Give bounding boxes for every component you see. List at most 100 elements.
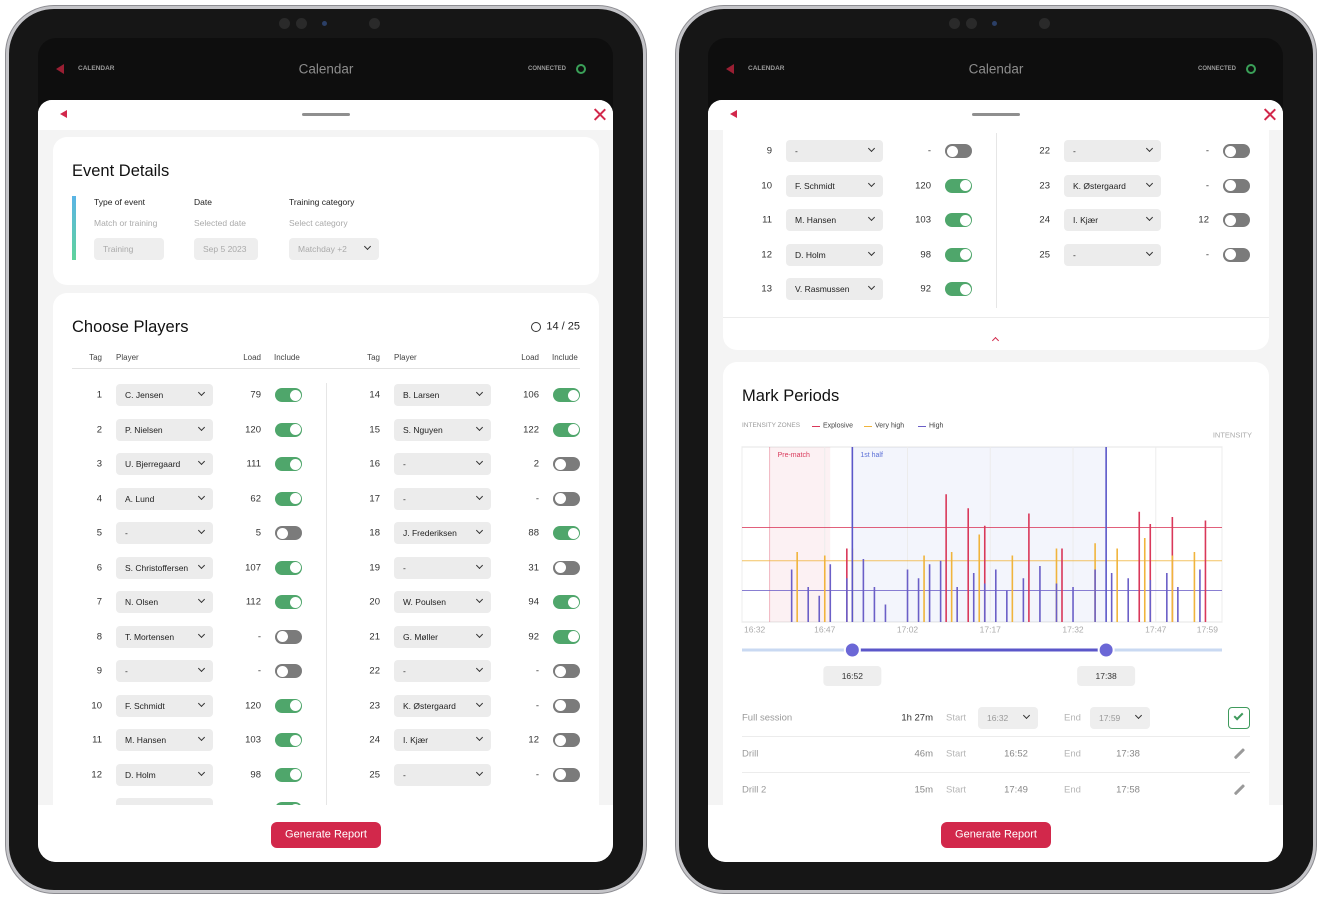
toggle[interactable] — [945, 247, 972, 262]
select[interactable]: D. Holm — [786, 243, 883, 266]
camera-dot — [322, 21, 327, 26]
toggle-knob — [289, 562, 301, 573]
toggle[interactable] — [945, 144, 972, 158]
toggle[interactable] — [1223, 247, 1250, 262]
select-value: C. Jensen — [125, 389, 164, 400]
edit-button[interactable] — [1232, 747, 1246, 761]
select[interactable]: J. Frederiksen — [394, 522, 491, 544]
select[interactable]: C. Jensen — [116, 384, 213, 406]
close-button[interactable] — [593, 108, 606, 121]
toggle[interactable] — [553, 767, 580, 782]
select[interactable]: Matchday +2 — [289, 238, 379, 260]
back-icon[interactable] — [56, 64, 64, 74]
chevron — [475, 423, 484, 431]
toggle[interactable] — [275, 491, 302, 506]
footer: Generate Report — [708, 805, 1283, 862]
toggle[interactable] — [553, 560, 580, 575]
slider-handle[interactable] — [843, 641, 861, 659]
select[interactable]: - — [786, 140, 883, 162]
toggle[interactable] — [275, 698, 302, 713]
toggle[interactable] — [945, 178, 972, 193]
player-tag: 7 — [96, 596, 102, 608]
toggle[interactable] — [1223, 178, 1250, 193]
select[interactable]: A. Lund — [116, 487, 213, 510]
toggle[interactable] — [275, 526, 302, 540]
select[interactable]: - — [394, 453, 491, 475]
select[interactable]: - — [1064, 243, 1161, 266]
select[interactable]: - — [394, 763, 491, 786]
toggle[interactable] — [275, 422, 302, 437]
confirm-checkbox[interactable] — [1228, 707, 1250, 729]
toggle[interactable] — [553, 629, 580, 644]
toggle[interactable] — [553, 422, 580, 437]
player-tag: 11 — [762, 214, 772, 226]
slider-handle[interactable] — [1097, 641, 1115, 659]
toggle[interactable] — [1223, 144, 1250, 158]
toggle[interactable] — [553, 595, 580, 609]
select[interactable]: B. Larsen — [394, 384, 491, 406]
select[interactable]: - — [116, 660, 213, 682]
select[interactable]: G. Møller — [394, 625, 491, 648]
select[interactable]: V. Rasmussen — [786, 278, 883, 300]
select[interactable]: F. Schmidt — [786, 174, 883, 197]
sheet-back[interactable] — [730, 110, 737, 118]
field-label: Type of event — [94, 196, 146, 207]
select[interactable]: K. Østergaard — [394, 694, 491, 717]
toggle[interactable] — [553, 457, 580, 471]
select[interactable]: V. Rasmussen — [116, 798, 213, 805]
toggle[interactable] — [1223, 213, 1250, 227]
toggle[interactable] — [275, 802, 302, 805]
toggle[interactable] — [275, 629, 302, 644]
generate-report-button[interactable]: Generate Report — [941, 822, 1051, 848]
select[interactable]: D. Holm — [116, 763, 213, 786]
select[interactable]: - — [394, 556, 491, 579]
toggle[interactable] — [275, 388, 302, 402]
toggle[interactable] — [945, 282, 972, 296]
select[interactable]: I. Kjær — [1064, 209, 1161, 231]
select[interactable]: P. Nielsen — [116, 418, 213, 441]
select[interactable]: I. Kjær — [394, 729, 491, 751]
select[interactable]: - — [394, 660, 491, 682]
select[interactable]: Training — [94, 238, 164, 260]
select[interactable]: K. Østergaard — [1064, 174, 1161, 197]
chevron — [197, 492, 206, 500]
select-value: - — [403, 458, 406, 469]
chevron — [1134, 711, 1143, 720]
close-button[interactable] — [1263, 108, 1276, 121]
toggle[interactable] — [553, 526, 580, 540]
generate-report-button[interactable]: Generate Report — [271, 822, 381, 848]
toggle[interactable] — [275, 733, 302, 747]
player-tag: 25 — [1039, 248, 1050, 260]
select[interactable]: 16:32 — [978, 707, 1038, 729]
toggle[interactable] — [275, 664, 302, 678]
toggle[interactable] — [553, 733, 580, 747]
select[interactable]: N. Olsen — [116, 591, 213, 613]
toggle[interactable] — [553, 491, 580, 506]
select[interactable]: F. Schmidt — [116, 694, 213, 717]
edit-button[interactable] — [1232, 783, 1246, 797]
back-icon[interactable] — [726, 64, 734, 74]
toggle[interactable] — [553, 664, 580, 678]
select[interactable]: S. Christoffersen — [116, 556, 213, 579]
select[interactable]: - — [394, 487, 491, 510]
toggle[interactable] — [275, 560, 302, 575]
toggle[interactable] — [275, 767, 302, 782]
handle-label-box — [1077, 666, 1136, 686]
select[interactable]: W. Poulsen — [394, 591, 491, 613]
toggle[interactable] — [275, 457, 302, 471]
sheet-back[interactable] — [60, 110, 67, 118]
select[interactable]: S. Nguyen — [394, 418, 491, 441]
select[interactable]: M. Hansen — [116, 729, 213, 751]
select[interactable]: M. Hansen — [786, 209, 883, 231]
select[interactable]: - — [1064, 140, 1161, 162]
select[interactable]: T. Mortensen — [116, 625, 213, 648]
select[interactable]: - — [116, 522, 213, 544]
select[interactable]: Sep 5 2023 — [194, 238, 258, 260]
toggle[interactable] — [553, 698, 580, 713]
toggle[interactable] — [275, 595, 302, 609]
toggle[interactable] — [553, 388, 580, 402]
select[interactable]: U. Bjerregaard — [116, 453, 213, 475]
session-end: 17:38 — [1116, 748, 1140, 760]
select[interactable]: 17:59 — [1090, 707, 1150, 729]
toggle[interactable] — [945, 213, 972, 227]
